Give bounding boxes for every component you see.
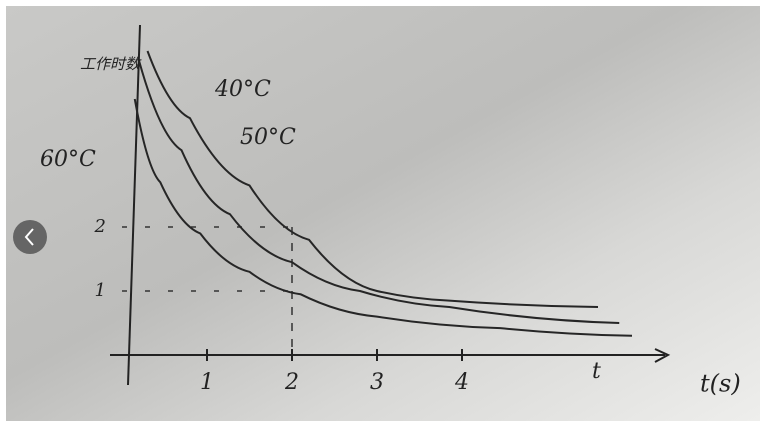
page: 工作时数 t(s) t 12341240°C50°C60°C (() => { … [0, 0, 766, 427]
prev-button[interactable] [13, 220, 47, 254]
x-end-label: t [592, 359, 601, 384]
y-axis-label: 工作时数 [80, 55, 142, 73]
x-tick-label: 1 [200, 370, 214, 395]
y-tick-label: 1 [95, 280, 106, 301]
series-label: 60°C [40, 147, 96, 172]
y-tick-label: 2 [94, 216, 106, 237]
series-label: 50°C [240, 125, 296, 150]
series-label: 40°C [214, 77, 271, 102]
x-tick-label: 2 [284, 370, 299, 395]
x-axis-label: t(s) [700, 370, 741, 398]
x-tick-label: 3 [370, 370, 384, 395]
x-tick-label: 4 [454, 370, 469, 395]
chart: 工作时数 t(s) t 1 2 3 4 1 2 40°C 50°C 60°C [0, 0, 766, 427]
